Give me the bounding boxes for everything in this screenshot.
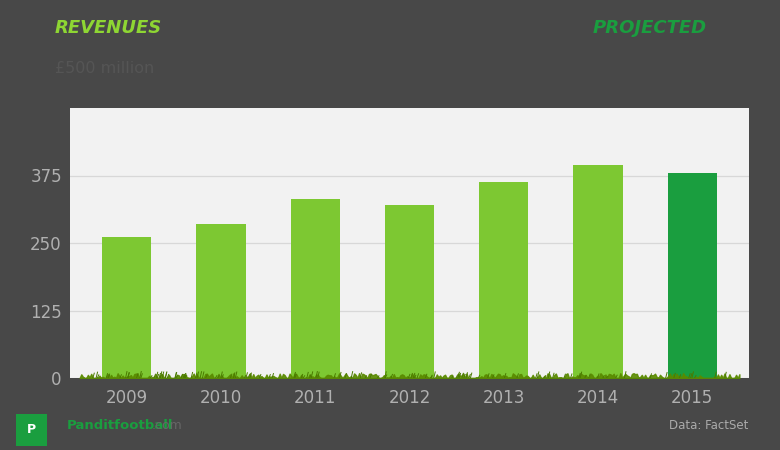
Bar [291,199,340,378]
Text: Data: FactSet: Data: FactSet [669,419,749,432]
Text: .com: .com [152,419,183,432]
Bar [479,182,528,378]
Bar [385,205,434,378]
Text: REVENUES: REVENUES [55,19,162,37]
Text: Panditfootball: Panditfootball [66,419,173,432]
Bar [197,224,246,378]
Bar [573,165,622,378]
Text: PROJECTED: PROJECTED [593,19,707,37]
Bar [668,173,717,378]
FancyBboxPatch shape [14,412,48,447]
Text: £500 million: £500 million [55,62,154,76]
Bar [102,237,151,378]
Text: P: P [27,423,36,436]
